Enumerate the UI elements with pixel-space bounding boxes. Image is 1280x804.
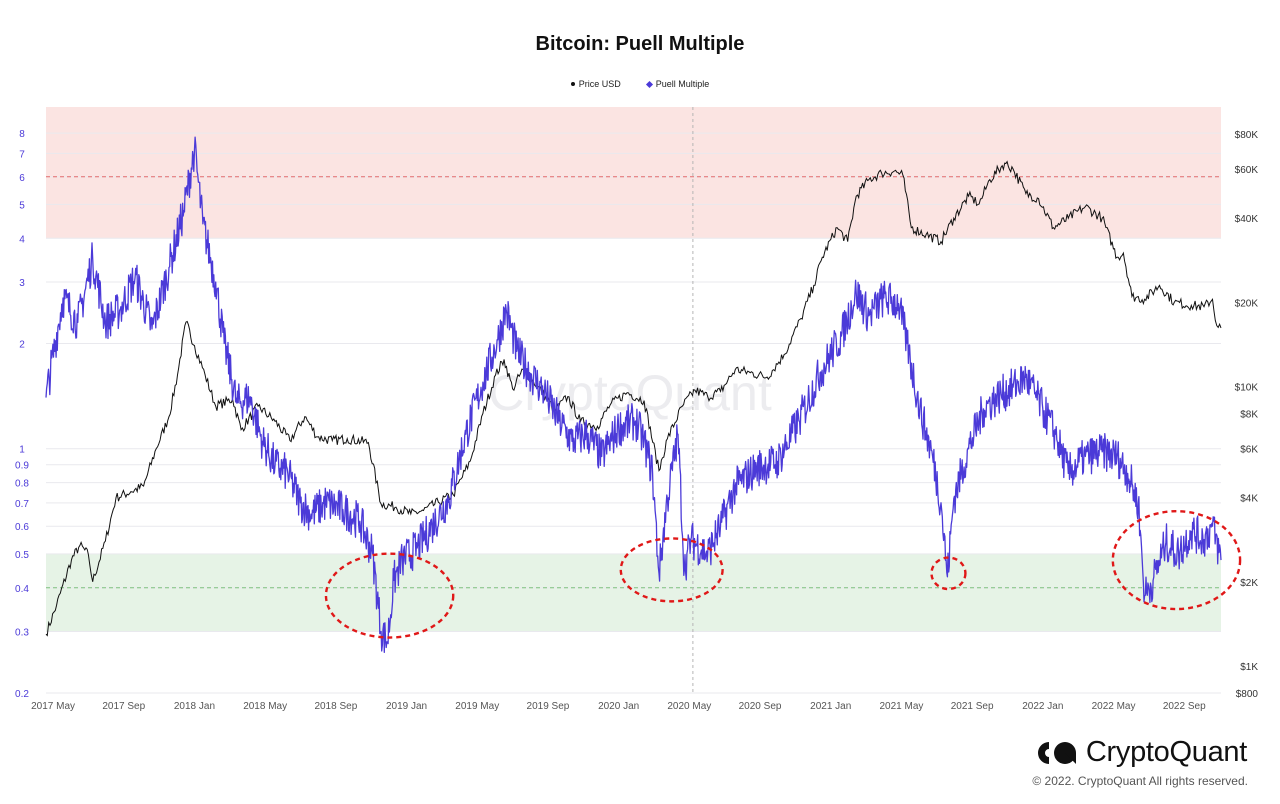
- highlight-circle-3: [1111, 509, 1242, 611]
- left-tick-label: 0.9: [15, 461, 29, 472]
- x-tick-label: 2020 Sep: [739, 701, 782, 712]
- x-tick-label: 2020 May: [667, 701, 711, 712]
- x-tick-label: 2018 May: [243, 701, 287, 712]
- copyright-text: © 2022. CryptoQuant All rights reserved.: [1032, 774, 1248, 788]
- axes-layer: 0.2 0.3 0.4 0.5 0.6 0.7 0.8 0.9 1 2 3 4 5 6 7 8 $800 $1K $…: [15, 129, 1258, 712]
- left-tick-label: 6: [19, 173, 25, 184]
- zone-band-0: [46, 107, 1221, 239]
- x-tick-label: 2021 Sep: [951, 701, 994, 712]
- right-tick-label: $2K: [1240, 578, 1258, 589]
- left-tick-label: 8: [19, 129, 25, 140]
- left-tick-label: 0.8: [15, 479, 29, 490]
- puell-multiple-line: [45, 136, 1222, 653]
- x-tick-label: 2017 Sep: [102, 701, 145, 712]
- right-tick-label: $80K: [1235, 130, 1259, 141]
- x-tick-label: 2020 Jan: [598, 701, 639, 712]
- left-tick-label: 0.6: [15, 522, 29, 533]
- cryptoquant-logo-icon: [1037, 741, 1076, 764]
- grid-layer: [46, 107, 1221, 694]
- left-tick-label: 4: [19, 234, 25, 245]
- right-tick-label: $4K: [1240, 494, 1258, 505]
- legend-label-puell: Puell Multiple: [655, 79, 710, 89]
- highlight-layer: [324, 509, 1242, 639]
- x-tick-label: 2019 May: [455, 701, 499, 712]
- left-tick-label: 0.3: [15, 627, 29, 638]
- right-tick-label: $20K: [1235, 298, 1259, 309]
- highlight-circle-1: [619, 537, 724, 603]
- price-usd-line: [45, 160, 1222, 637]
- x-tick-label: 2017 May: [31, 701, 75, 712]
- brand-logo: CryptoQuant: [1036, 736, 1247, 769]
- x-tick-label: 2018 Sep: [314, 701, 357, 712]
- chart-legend: Price USD Puell Multiple: [0, 79, 1280, 89]
- right-tick-label: $6K: [1240, 444, 1258, 455]
- right-tick-label: $40K: [1235, 214, 1259, 225]
- legend-item-price[interactable]: Price USD: [570, 79, 621, 89]
- left-tick-label: 5: [19, 200, 25, 211]
- left-tick-label: 0.5: [15, 550, 29, 561]
- left-tick-label: 7: [19, 149, 25, 160]
- x-tick-label: 2018 Jan: [174, 701, 215, 712]
- x-tick-label: 2022 Sep: [1163, 701, 1206, 712]
- right-tick-label: $800: [1236, 689, 1259, 700]
- legend-dot-icon: [570, 82, 575, 86]
- right-tick-label: $60K: [1235, 165, 1259, 176]
- left-tick-label: 0.7: [15, 499, 29, 510]
- x-tick-label: 2019 Sep: [527, 701, 570, 712]
- left-tick-label: 0.4: [15, 584, 29, 595]
- bands-layer: [46, 107, 1221, 632]
- right-tick-label: $1K: [1240, 662, 1258, 673]
- left-tick-label: 0.2: [15, 689, 29, 700]
- left-tick-label: 3: [19, 278, 25, 289]
- x-tick-label: 2021 Jan: [810, 701, 851, 712]
- legend-item-puell[interactable]: Puell Multiple: [645, 79, 710, 89]
- brand-name: CryptoQuant: [1085, 736, 1247, 768]
- x-tick-label: 2022 May: [1092, 701, 1136, 712]
- zone-band-1: [46, 553, 1221, 632]
- left-tick-label: 1: [19, 445, 25, 456]
- highlight-circle-0: [324, 552, 455, 639]
- x-tick-label: 2019 Jan: [386, 701, 427, 712]
- left-tick-label: 2: [19, 340, 25, 351]
- right-tick-label: $10K: [1235, 382, 1259, 393]
- legend-label-price: Price USD: [578, 79, 621, 89]
- right-tick-label: $8K: [1240, 410, 1258, 421]
- highlight-circle-2: [930, 556, 967, 591]
- x-tick-label: 2021 May: [879, 701, 923, 712]
- series-layer: [45, 136, 1222, 653]
- x-tick-label: 2022 Jan: [1022, 701, 1063, 712]
- chart-title: Bitcoin: Puell Multiple: [535, 33, 745, 55]
